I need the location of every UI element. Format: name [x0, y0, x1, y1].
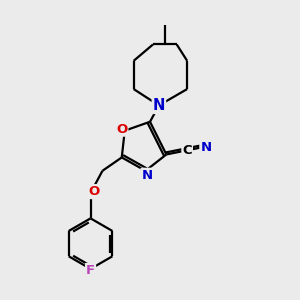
Text: O: O: [116, 123, 128, 136]
Text: C: C: [182, 143, 192, 157]
Text: N: N: [142, 169, 153, 182]
Text: N: N: [153, 98, 165, 113]
Text: F: F: [86, 264, 95, 277]
Text: N: N: [200, 140, 211, 154]
Text: O: O: [88, 185, 100, 198]
